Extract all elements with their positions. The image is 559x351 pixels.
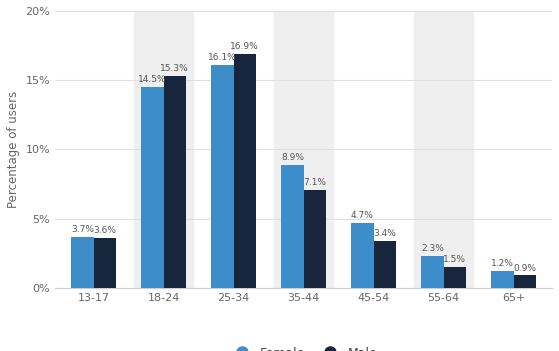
Bar	[71, 237, 93, 288]
Text: 1.5%: 1.5%	[443, 255, 466, 264]
Text: 2.3%: 2.3%	[421, 244, 444, 253]
Text: 1.2%: 1.2%	[491, 259, 514, 269]
Bar	[164, 76, 186, 288]
Text: 16.9%: 16.9%	[230, 42, 259, 51]
Text: 14.5%: 14.5%	[138, 75, 167, 84]
Text: 16.1%: 16.1%	[208, 53, 237, 62]
Bar	[141, 87, 164, 288]
Bar	[514, 276, 536, 288]
Bar	[281, 165, 304, 288]
Bar	[421, 256, 444, 288]
Bar	[414, 11, 473, 288]
Bar	[491, 271, 514, 288]
Bar	[304, 190, 326, 288]
Bar	[134, 11, 193, 288]
Bar	[351, 223, 373, 288]
Bar	[234, 54, 256, 288]
Legend: Female, Male: Female, Male	[225, 342, 382, 351]
Text: 4.7%: 4.7%	[351, 211, 374, 220]
Y-axis label: Percentage of users: Percentage of users	[7, 91, 20, 208]
Text: 3.7%: 3.7%	[71, 225, 94, 234]
Text: 3.4%: 3.4%	[373, 229, 396, 238]
Bar	[93, 238, 116, 288]
Bar	[274, 11, 333, 288]
Bar	[444, 267, 466, 288]
Bar	[211, 65, 234, 288]
Text: 0.9%: 0.9%	[513, 264, 536, 273]
Text: 7.1%: 7.1%	[304, 178, 326, 187]
Text: 3.6%: 3.6%	[93, 226, 116, 235]
Bar	[373, 241, 396, 288]
Text: 15.3%: 15.3%	[160, 64, 189, 73]
Text: 8.9%: 8.9%	[281, 153, 304, 162]
